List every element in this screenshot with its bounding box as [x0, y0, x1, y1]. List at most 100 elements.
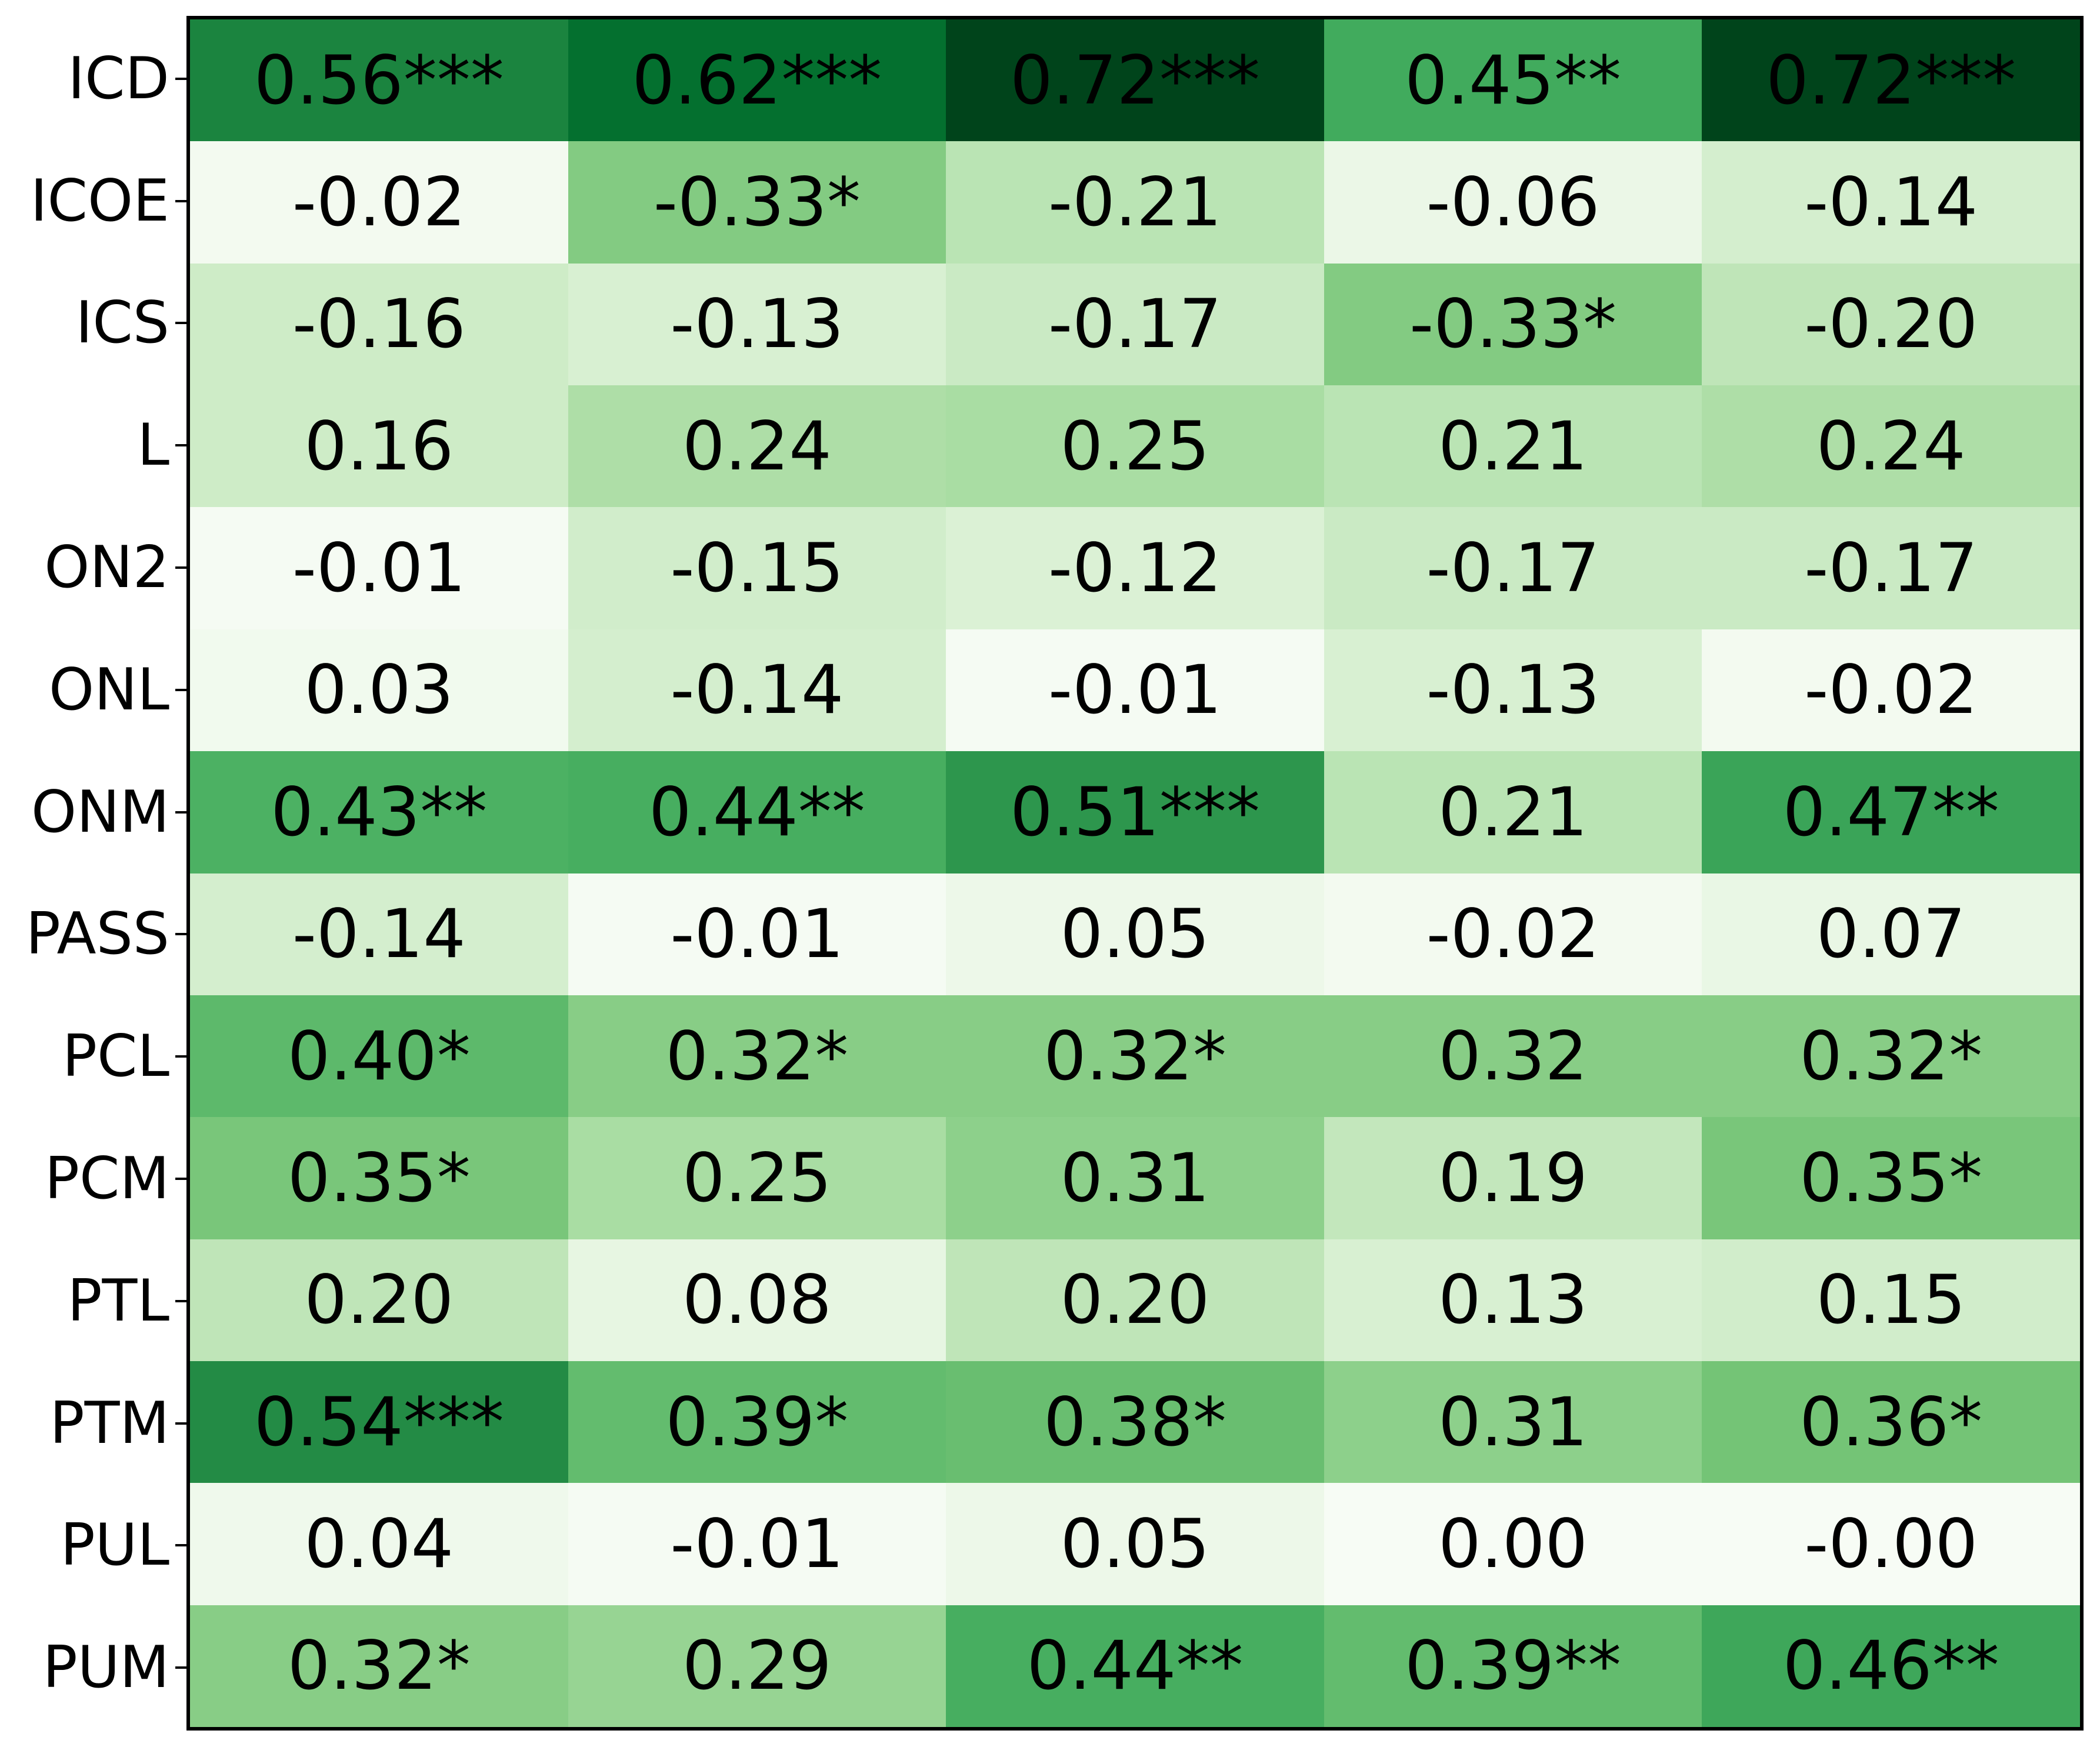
- y-tick-label: L: [137, 412, 169, 479]
- heatmap-cell: 0.39*: [568, 1361, 946, 1483]
- y-axis-tick: [175, 1299, 188, 1302]
- y-tick-label: ONM: [31, 778, 169, 846]
- y-tick-label: PCM: [44, 1145, 169, 1212]
- heatmap-cell: -0.02: [190, 141, 568, 264]
- heatmap-cell: 0.72***: [1702, 19, 2080, 142]
- y-tick-label: PUL: [60, 1512, 169, 1579]
- heatmap-cell: -0.13: [1324, 629, 1702, 752]
- heatmap-cell: -0.17: [1324, 507, 1702, 629]
- heatmap-cell: 0.31: [1324, 1361, 1702, 1483]
- heatmap-cell: 0.31: [946, 1117, 1324, 1239]
- heatmap-cell: 0.44**: [946, 1605, 1324, 1727]
- heatmap-cell: 0.44**: [568, 751, 946, 874]
- heatmap-cell: 0.20: [946, 1239, 1324, 1361]
- y-tick-label: ICOE: [30, 167, 169, 235]
- heatmap-cell: -0.13: [568, 263, 946, 386]
- heatmap-cell: 0.39**: [1324, 1605, 1702, 1727]
- heatmap-cell: 0.45**: [1324, 19, 1702, 142]
- heatmap-cell: 0.29: [568, 1605, 946, 1727]
- heatmap-cell: 0.25: [568, 1117, 946, 1239]
- y-tick-label: ICD: [68, 45, 169, 112]
- heatmap-cell: 0.04: [190, 1483, 568, 1605]
- heatmap-cell: -0.33*: [568, 141, 946, 264]
- heatmap-cell: 0.43**: [190, 751, 568, 874]
- heatmap-cell: 0.19: [1324, 1117, 1702, 1239]
- y-tick-label: PASS: [25, 901, 169, 968]
- heatmap-cell: -0.01: [568, 1483, 946, 1605]
- y-axis-tick: [175, 1422, 188, 1425]
- heatmap-cell: 0.54***: [190, 1361, 568, 1483]
- y-axis-tick: [175, 444, 188, 447]
- y-tick-label: PTM: [49, 1389, 169, 1457]
- heatmap-cell: 0.72***: [946, 19, 1324, 142]
- heatmap-cell: 0.32: [1324, 995, 1702, 1118]
- y-axis-tick: [175, 1666, 188, 1669]
- y-axis-tick: [175, 1177, 188, 1180]
- heatmap-cell: -0.33*: [1324, 263, 1702, 386]
- heatmap-cell: 0.24: [1702, 385, 2080, 508]
- heatmap-cell: 0.05: [946, 873, 1324, 995]
- heatmap-cell: -0.01: [568, 873, 946, 995]
- y-axis-tick: [175, 688, 188, 691]
- y-tick-label: ON2: [44, 534, 169, 602]
- heatmap-cell: -0.17: [1702, 507, 2080, 629]
- heatmap-cell: 0.16: [190, 385, 568, 508]
- heatmap-cell: 0.07: [1702, 873, 2080, 995]
- heatmap-cell: 0.35*: [1702, 1117, 2080, 1239]
- heatmap-cell: 0.05: [946, 1483, 1324, 1605]
- heatmap-cell: -0.02: [1324, 873, 1702, 995]
- heatmap-cell: -0.15: [568, 507, 946, 629]
- heatmap-cell: -0.20: [1702, 263, 2080, 386]
- heatmap-cell: 0.62***: [568, 19, 946, 142]
- heatmap-cell: -0.14: [1702, 141, 2080, 264]
- heatmap-cell: 0.56***: [190, 19, 568, 142]
- heatmap-cell: -0.00: [1702, 1483, 2080, 1605]
- y-axis-tick: [175, 811, 188, 814]
- heatmap-cell: 0.46**: [1702, 1605, 2080, 1727]
- heatmap-cell: 0.20: [190, 1239, 568, 1361]
- heatmap-cell: 0.08: [568, 1239, 946, 1361]
- y-axis-tick: [175, 1544, 188, 1547]
- heatmap-cell: -0.21: [946, 141, 1324, 264]
- y-axis-tick: [175, 199, 188, 202]
- heatmap-cell: 0.32*: [946, 995, 1324, 1118]
- heatmap-cell: -0.14: [568, 629, 946, 752]
- heatmap-cell: 0.32*: [1702, 995, 2080, 1118]
- y-axis-tick: [175, 77, 188, 80]
- heatmap-cell: 0.15: [1702, 1239, 2080, 1361]
- heatmap-cell: -0.01: [946, 629, 1324, 752]
- heatmap-cell: -0.16: [190, 263, 568, 386]
- y-tick-label: PTL: [67, 1267, 169, 1335]
- y-axis-tick: [175, 322, 188, 325]
- heatmap-cell: -0.06: [1324, 141, 1702, 264]
- heatmap-cell: -0.12: [946, 507, 1324, 629]
- heatmap-cell: 0.13: [1324, 1239, 1702, 1361]
- heatmap-cell: -0.14: [190, 873, 568, 995]
- heatmap-cell: 0.21: [1324, 751, 1702, 874]
- y-tick-label: PCL: [62, 1023, 169, 1091]
- heatmap-cell: 0.24: [568, 385, 946, 508]
- y-axis-tick: [175, 566, 188, 569]
- y-tick-label: ICS: [75, 289, 169, 357]
- heatmap-cell: 0.51***: [946, 751, 1324, 874]
- heatmap-cell: 0.32*: [190, 1605, 568, 1727]
- heatmap-cell: 0.00: [1324, 1483, 1702, 1605]
- heatmap-grid: 0.56*** 0.62*** 0.72*** 0.45** 0.72*** -0.02-…: [186, 16, 2084, 1731]
- heatmap-cell: -0.01: [190, 507, 568, 629]
- heatmap-cell: 0.36*: [1702, 1361, 2080, 1483]
- heatmap-cell: 0.25: [946, 385, 1324, 508]
- heatmap-cell: 0.21: [1324, 385, 1702, 508]
- heatmap-cell: 0.03: [190, 629, 568, 752]
- y-tick-label: ONL: [48, 656, 169, 724]
- heatmap-cell: -0.17: [946, 263, 1324, 386]
- y-tick-label: PUM: [42, 1634, 169, 1702]
- heatmap-cell: 0.40*: [190, 995, 568, 1118]
- heatmap-cell: 0.32*: [568, 995, 946, 1118]
- heatmap-cell: 0.38*: [946, 1361, 1324, 1483]
- heatmap-cell: 0.47**: [1702, 751, 2080, 874]
- y-axis-tick: [175, 933, 188, 936]
- y-axis-tick: [175, 1055, 188, 1058]
- heatmap-cell: 0.35*: [190, 1117, 568, 1239]
- heatmap-cell: -0.02: [1702, 629, 2080, 752]
